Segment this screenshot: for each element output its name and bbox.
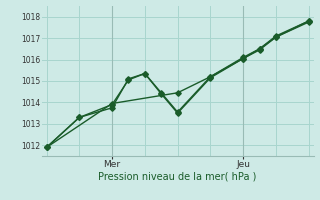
X-axis label: Pression niveau de la mer( hPa ): Pression niveau de la mer( hPa ) [99,172,257,182]
